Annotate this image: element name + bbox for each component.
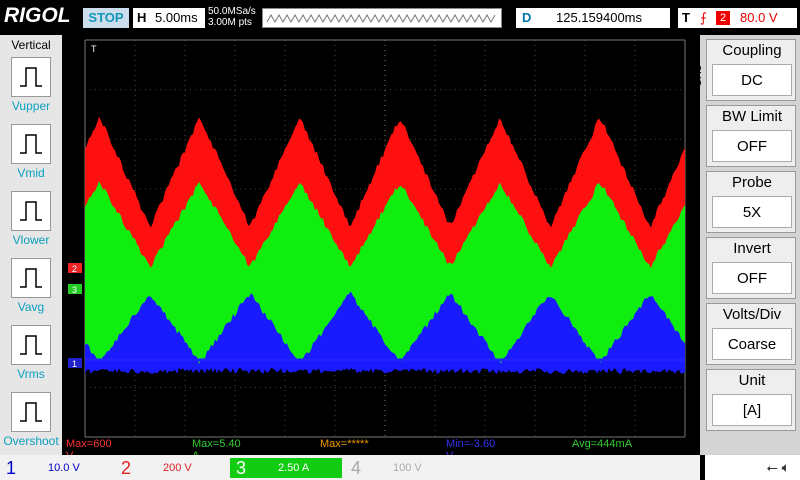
button-value: OFF bbox=[712, 262, 792, 294]
menu-button[interactable]: Probe 5X bbox=[706, 171, 796, 233]
menu-label: Overshoot bbox=[3, 434, 59, 448]
button-label: Volts/Div bbox=[722, 306, 782, 323]
channel-tab[interactable]: 1 10.0 V bbox=[0, 458, 112, 478]
menu-icon[interactable] bbox=[11, 325, 51, 365]
brand: RIGOL bbox=[4, 4, 71, 27]
menu-button[interactable]: Unit [A] bbox=[706, 369, 796, 431]
channel-marker: 2 bbox=[72, 264, 77, 274]
button-value: Coarse bbox=[712, 328, 792, 360]
measurement: Max=***** bbox=[320, 438, 369, 450]
delay-box[interactable]: D 125.159400ms bbox=[516, 8, 670, 28]
menu-icon[interactable] bbox=[11, 57, 51, 97]
icon-wave bbox=[20, 402, 42, 422]
menu-label: Vavg bbox=[17, 300, 45, 314]
overview-wave bbox=[266, 13, 496, 24]
channel-number: 2 bbox=[121, 458, 132, 478]
channel-marker: 3 bbox=[72, 285, 77, 295]
points: 3.00M pts bbox=[208, 17, 252, 28]
waveform-area: T 2 3 1 bbox=[68, 39, 686, 438]
channel-scale: 100 V bbox=[393, 462, 422, 474]
menu-title: Vertical bbox=[11, 38, 51, 52]
delay: 125.159400ms bbox=[556, 10, 643, 25]
top-bar: RIGOL STOP H 5.00ms 50.0MSa/s 3.00M pts D… bbox=[0, 0, 800, 35]
menu-icon[interactable] bbox=[11, 258, 51, 298]
channel-number: 4 bbox=[351, 458, 362, 478]
menu-label: Vlower bbox=[12, 233, 50, 247]
measurement: Avg=444mA bbox=[572, 438, 633, 450]
menu-label: Vrms bbox=[17, 367, 45, 381]
menu-button[interactable]: BW Limit OFF bbox=[706, 105, 796, 167]
menu-button[interactable]: Invert OFF bbox=[706, 237, 796, 299]
icon-wave bbox=[20, 134, 42, 154]
timebase-box[interactable]: H 5.00ms bbox=[133, 8, 205, 28]
trigger-channel: 2 bbox=[716, 11, 730, 25]
channel-scale: 10.0 V bbox=[48, 462, 80, 474]
channel-marker: 1 bbox=[72, 359, 77, 369]
menu-label: Vupper bbox=[11, 99, 51, 113]
channel-tab[interactable]: 2 200 V bbox=[115, 458, 227, 478]
button-value: DC bbox=[712, 64, 792, 96]
channel-number: 1 bbox=[6, 458, 17, 478]
button-value: [A] bbox=[712, 394, 792, 426]
menu-button[interactable]: Volts/Div Coarse bbox=[706, 303, 796, 365]
button-value: 5X bbox=[712, 196, 792, 228]
channel-tab[interactable]: 4 100 V bbox=[345, 458, 457, 478]
menu-icon[interactable] bbox=[11, 392, 51, 432]
channel-tab[interactable]: 3 2.50 A bbox=[230, 458, 342, 478]
button-label: Invert bbox=[733, 240, 771, 257]
right-menu: CH3 Coupling DC BW Limit OFF Probe 5X Invert OF… bbox=[692, 35, 800, 455]
menu-icon[interactable] bbox=[11, 124, 51, 164]
menu-button[interactable]: Coupling DC bbox=[706, 39, 796, 101]
timebase: 5.00ms bbox=[155, 10, 198, 25]
icon-wave bbox=[20, 335, 42, 355]
delay-label: D bbox=[522, 10, 532, 25]
channel-marker-bg bbox=[68, 263, 82, 273]
usb-sound[interactable]: ⭠ 🔈︎ bbox=[705, 455, 800, 480]
menu-icon[interactable] bbox=[11, 191, 51, 231]
left-menu: Vertical Vupper Vmid Vlower Vavg Vrms Oversho… bbox=[0, 35, 62, 455]
icon-wave bbox=[20, 201, 42, 221]
run-status[interactable]: STOP bbox=[83, 8, 129, 28]
channel-bar: 1 10.0 V 2 200 V 3 2.50 A 4 100 V bbox=[0, 455, 700, 480]
trigger-box[interactable]: T ⨍ 2 80.0 V bbox=[678, 8, 797, 28]
trigger-marker: T bbox=[91, 44, 97, 54]
ch2-wave bbox=[85, 116, 685, 273]
button-label: Unit bbox=[738, 372, 766, 389]
sample-rate: 50.0MSa/s bbox=[208, 6, 256, 17]
icon-wave bbox=[20, 67, 42, 87]
edge-icon: ⨍ bbox=[700, 10, 707, 25]
button-label: Probe bbox=[731, 174, 773, 191]
trigger-label: T bbox=[682, 10, 690, 25]
channel-scale: 200 V bbox=[163, 462, 192, 474]
channel-marker-bg bbox=[68, 284, 82, 294]
menu-label: Vmid bbox=[17, 166, 45, 180]
button-label: Coupling bbox=[722, 42, 782, 59]
icon-wave bbox=[20, 268, 42, 288]
button-value: OFF bbox=[712, 130, 792, 162]
memory-overview bbox=[262, 8, 502, 28]
channel-scale: 2.50 A bbox=[278, 462, 310, 474]
trigger-level: 80.0 V bbox=[740, 10, 778, 25]
channel-marker-bg bbox=[68, 358, 82, 368]
ch3-wave bbox=[85, 181, 685, 365]
channel-number: 3 bbox=[236, 458, 247, 478]
h-label: H bbox=[137, 10, 147, 25]
button-label: BW Limit bbox=[722, 108, 782, 125]
